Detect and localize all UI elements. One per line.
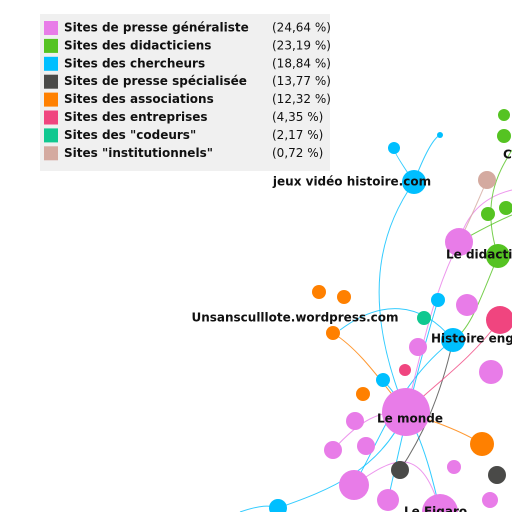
legend-swatch xyxy=(44,110,58,125)
node-labels: jeux vidéo histoire.com Le didacti Unsan… xyxy=(191,148,512,512)
node-label: Unsansculllote.wordpress.com xyxy=(191,311,398,325)
legend-label: Sites des entreprises xyxy=(64,110,208,124)
legend-swatch xyxy=(44,38,58,53)
legend-label: Sites "institutionnels" xyxy=(64,146,213,160)
legend-share: (0,72 %) xyxy=(272,146,323,160)
edge xyxy=(378,181,415,413)
legend-share: (24,64 %) xyxy=(272,21,331,35)
legend-share: (13,77 %) xyxy=(272,74,331,88)
node-label: Histoire eng xyxy=(431,332,512,346)
node xyxy=(482,492,498,508)
node-label: Le Figaro xyxy=(404,505,467,512)
node xyxy=(399,364,411,376)
node xyxy=(431,293,445,307)
legend-swatch xyxy=(44,128,58,143)
node xyxy=(312,285,326,299)
legend-share: (18,84 %) xyxy=(272,56,331,70)
node xyxy=(447,460,461,474)
node xyxy=(481,207,495,221)
legend-share: (23,19 %) xyxy=(272,38,331,52)
node xyxy=(478,171,496,189)
node xyxy=(499,201,512,215)
legend-share: (4,35 %) xyxy=(272,110,323,124)
legend-share: (12,32 %) xyxy=(272,92,331,106)
node xyxy=(479,360,503,384)
node-label: C xyxy=(503,148,512,162)
node xyxy=(417,311,431,325)
legend-swatch xyxy=(44,74,58,89)
node xyxy=(391,461,409,479)
node xyxy=(402,170,426,194)
node-label: Le didacti xyxy=(446,248,512,262)
node xyxy=(356,387,370,401)
legend-label: Sites des associations xyxy=(64,92,214,106)
node xyxy=(339,470,369,500)
node xyxy=(409,338,427,356)
legend-swatch xyxy=(44,21,58,35)
legend-label: Sites de presse généraliste xyxy=(64,21,249,35)
node xyxy=(422,494,458,512)
node xyxy=(346,412,364,430)
legend-label: Sites de presse spécialisée xyxy=(64,74,247,88)
node xyxy=(488,466,506,484)
node xyxy=(486,306,512,334)
node xyxy=(357,437,375,455)
legend-swatch xyxy=(44,92,58,107)
node xyxy=(326,326,340,340)
node xyxy=(376,373,390,387)
node xyxy=(382,388,430,436)
node xyxy=(445,228,473,256)
node xyxy=(377,489,399,511)
node xyxy=(470,432,494,456)
node-label: jeux vidéo histoire.com xyxy=(272,175,431,189)
legend-label: Sites des didacticiens xyxy=(64,38,211,52)
legend-box xyxy=(40,14,330,171)
node-label: Le monde xyxy=(377,412,443,426)
legend-share: (2,17 %) xyxy=(272,128,323,142)
node xyxy=(388,142,400,154)
node xyxy=(456,294,478,316)
legend-swatch xyxy=(44,146,58,161)
node xyxy=(497,129,511,143)
legend-swatch xyxy=(44,56,58,71)
node xyxy=(486,244,510,268)
node xyxy=(269,499,287,512)
legend-label: Sites des chercheurs xyxy=(64,56,205,70)
node xyxy=(337,290,351,304)
legend-label: Sites des "codeurs" xyxy=(64,128,196,142)
edge xyxy=(339,308,454,341)
legend: Sites de presse généraliste (24,64 %) Site… xyxy=(40,14,331,171)
node xyxy=(441,328,465,352)
node xyxy=(498,109,510,121)
node xyxy=(324,441,342,459)
node xyxy=(437,132,443,138)
nodes xyxy=(269,109,512,512)
edge xyxy=(490,149,512,257)
